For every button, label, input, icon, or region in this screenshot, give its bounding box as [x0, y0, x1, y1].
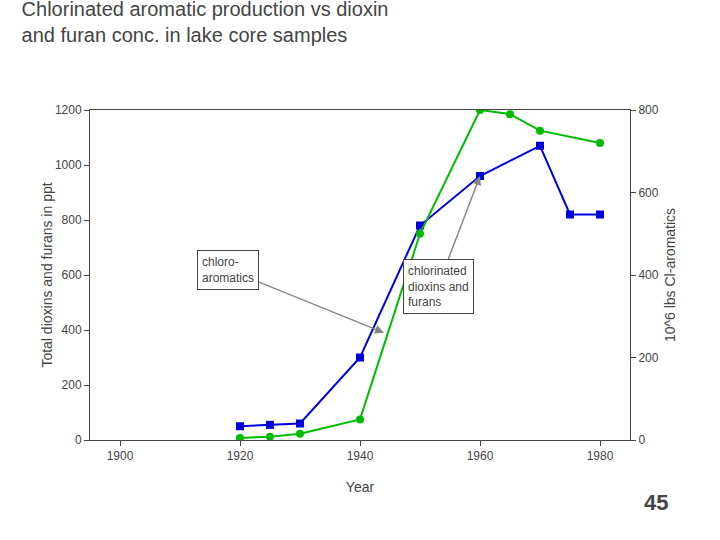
svg-text:1940: 1940 — [347, 449, 374, 463]
svg-text:1000: 1000 — [55, 158, 82, 172]
svg-text:0: 0 — [638, 433, 645, 447]
svg-text:400: 400 — [638, 268, 658, 282]
svg-text:800: 800 — [62, 213, 82, 227]
svg-text:Total dioxins and furans in pp: Total dioxins and furans in ppt — [39, 182, 55, 367]
svg-text:1980: 1980 — [587, 449, 614, 463]
svg-text:1900: 1900 — [107, 449, 134, 463]
svg-text:Year: Year — [346, 479, 375, 495]
svg-text:1960: 1960 — [467, 449, 494, 463]
svg-text:0: 0 — [75, 433, 82, 447]
svg-text:1200: 1200 — [55, 103, 82, 117]
svg-text:600: 600 — [638, 186, 658, 200]
svg-text:Chlorinated aromatic productio: Chlorinated aromatic production vs dioxi… — [22, 0, 389, 46]
svg-text:10^6 lbs Cl-aromatics: 10^6 lbs Cl-aromatics — [662, 208, 678, 342]
svg-text:45: 45 — [644, 490, 668, 515]
svg-text:200: 200 — [638, 351, 658, 365]
svg-text:1920: 1920 — [227, 449, 254, 463]
svg-text:800: 800 — [638, 103, 658, 117]
svg-text:400: 400 — [62, 323, 82, 337]
svg-text:200: 200 — [62, 378, 82, 392]
svg-text:chlorinateddioxins andfurans: chlorinateddioxins andfurans — [408, 264, 469, 309]
svg-text:chloro-aromatics: chloro-aromatics — [202, 255, 254, 285]
svg-text:600: 600 — [62, 268, 82, 282]
